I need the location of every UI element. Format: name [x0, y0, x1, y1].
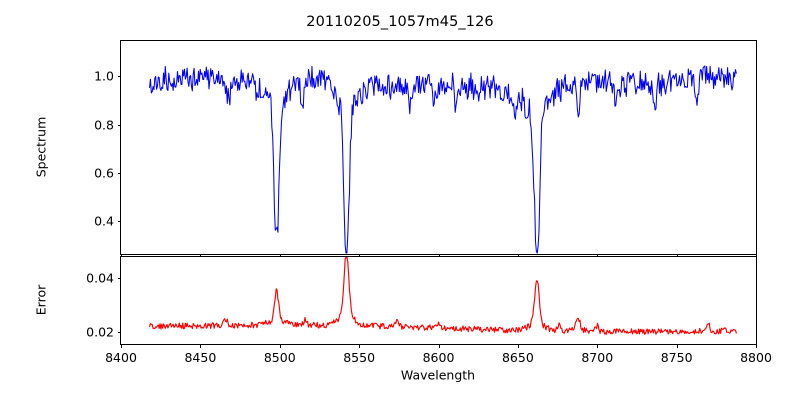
spectrum-axes: 0.4 0.6 0.8 1.0	[94, 40, 758, 258]
error-x-tick	[279, 344, 281, 348]
spectrum-y-tick-label: 0.6	[94, 165, 114, 181]
spectrum-x-tick	[359, 254, 361, 258]
spectrum-x-tick	[200, 254, 202, 258]
spectrum-y-tick-label: 1.0	[94, 68, 114, 84]
error-x-tick-label: 8650	[501, 350, 534, 365]
error-x-tick	[517, 344, 519, 348]
spectrum-y-tick	[117, 124, 121, 126]
spectrum-x-tick	[597, 254, 599, 258]
error-x-tick-label: 8550	[343, 350, 376, 365]
error-x-tick	[676, 344, 678, 348]
error-axes: 0.02 0.04 8400 8450 8500 8550 8600 8650 8700 8750…	[86, 256, 772, 365]
error-x-tick	[200, 344, 202, 348]
spectrum-x-tick	[121, 254, 123, 258]
spectrum-x-tick	[756, 254, 758, 258]
error-x-tick	[359, 344, 361, 348]
spectrum-x-tick	[438, 254, 440, 258]
error-y-tick	[117, 331, 121, 333]
error-x-tick-label: 8450	[184, 350, 217, 365]
spectrum-y-tick-label: 0.8	[94, 117, 114, 132]
error-x-tick-label: 8600	[422, 350, 455, 365]
x-axis-label: Wavelength	[400, 367, 476, 383]
error-x-tick	[438, 344, 440, 348]
spectrum-x-tick	[517, 254, 519, 258]
figure-title: 20110205_1057m45_126	[306, 14, 494, 30]
spectrum-x-tick	[279, 254, 281, 258]
spectrum-y-tick	[117, 221, 121, 223]
error-x-tick-label: 8800	[740, 350, 772, 365]
error-line-plot	[148, 257, 737, 336]
error-x-tick	[756, 344, 758, 348]
error-y-tick	[117, 278, 121, 280]
spectrum-y-tick-label: 0.4	[94, 213, 114, 229]
error-x-tick-label: 8400	[105, 350, 137, 365]
error-y-axis-label: Error	[33, 284, 49, 316]
error-x-tick-label: 8750	[660, 350, 693, 365]
error-x-tick	[597, 344, 599, 348]
spectrum-x-tick	[676, 254, 678, 258]
spectrum-y-tick	[117, 76, 121, 78]
error-y-tick-label: 0.04	[86, 270, 114, 286]
spectrum-y-axis-label: Spectrum	[33, 116, 49, 178]
error-x-tick	[121, 344, 123, 348]
spectrum-y-tick	[117, 172, 121, 174]
error-y-tick-label: 0.02	[86, 324, 114, 340]
spectrum-line-plot	[149, 65, 737, 254]
error-x-tick-label: 8500	[263, 350, 296, 365]
error-x-tick-label: 8700	[581, 350, 614, 365]
